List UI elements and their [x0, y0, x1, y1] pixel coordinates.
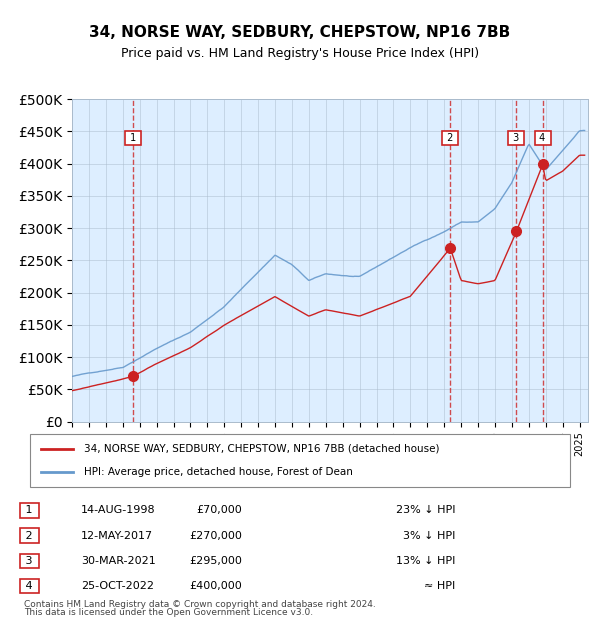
Text: 13% ↓ HPI: 13% ↓ HPI [396, 556, 455, 566]
Text: Price paid vs. HM Land Registry's House Price Index (HPI): Price paid vs. HM Land Registry's House … [121, 46, 479, 60]
Text: ≈ HPI: ≈ HPI [424, 581, 455, 591]
FancyBboxPatch shape [30, 434, 570, 487]
Text: 25-OCT-2022: 25-OCT-2022 [81, 581, 154, 591]
Text: £70,000: £70,000 [197, 505, 242, 515]
Text: 23% ↓ HPI: 23% ↓ HPI [396, 505, 455, 515]
Text: 30-MAR-2021: 30-MAR-2021 [81, 556, 156, 566]
Text: £400,000: £400,000 [190, 581, 242, 591]
Text: 12-MAY-2017: 12-MAY-2017 [81, 531, 153, 541]
Text: 4: 4 [536, 133, 549, 143]
Text: 2: 2 [22, 531, 37, 541]
Text: £295,000: £295,000 [190, 556, 242, 566]
Text: 14-AUG-1998: 14-AUG-1998 [81, 505, 156, 515]
Text: 3% ↓ HPI: 3% ↓ HPI [403, 531, 455, 541]
Text: Contains HM Land Registry data © Crown copyright and database right 2024.: Contains HM Land Registry data © Crown c… [24, 600, 376, 609]
Text: 1: 1 [22, 505, 36, 515]
Text: 3: 3 [22, 556, 36, 566]
Text: HPI: Average price, detached house, Forest of Dean: HPI: Average price, detached house, Fore… [84, 467, 353, 477]
Text: 4: 4 [22, 581, 37, 591]
Text: 3: 3 [510, 133, 522, 143]
Text: 2: 2 [444, 133, 457, 143]
Text: 34, NORSE WAY, SEDBURY, CHEPSTOW, NP16 7BB (detached house): 34, NORSE WAY, SEDBURY, CHEPSTOW, NP16 7… [84, 444, 439, 454]
Text: 1: 1 [127, 133, 139, 143]
Text: This data is licensed under the Open Government Licence v3.0.: This data is licensed under the Open Gov… [24, 608, 313, 617]
Text: £270,000: £270,000 [190, 531, 242, 541]
Text: 34, NORSE WAY, SEDBURY, CHEPSTOW, NP16 7BB: 34, NORSE WAY, SEDBURY, CHEPSTOW, NP16 7… [89, 25, 511, 40]
